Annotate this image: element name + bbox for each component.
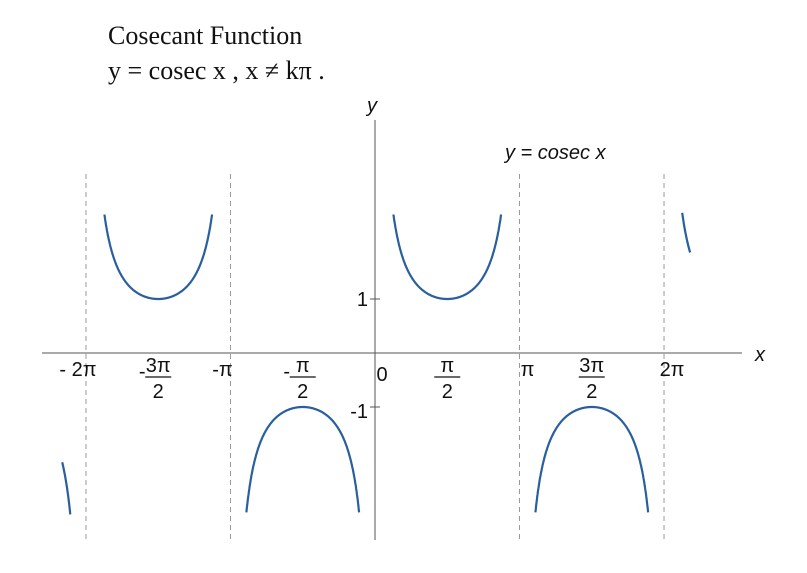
x-tick-numerator: π — [440, 355, 454, 377]
origin-label: 0 — [376, 364, 387, 386]
x-tick-numerator: π — [296, 355, 310, 377]
x-tick-denominator: 2 — [153, 381, 164, 403]
cosec-branch — [681, 212, 692, 254]
cosec-branch — [61, 461, 72, 515]
cosec-branch — [103, 214, 214, 301]
x-tick-label: π — [521, 359, 535, 381]
chart-subtitle: y = cosec x , x ≠ kπ . — [108, 56, 325, 85]
x-tick-minus: - — [139, 361, 146, 383]
x-tick-minus: - — [283, 361, 290, 383]
cosec-branch — [245, 405, 361, 513]
x-tick-label: 2π — [660, 359, 685, 381]
x-tick-denominator: 2 — [442, 381, 453, 403]
y-tick-label: -1 — [350, 401, 368, 423]
series-label: y = cosec x — [503, 142, 607, 164]
y-tick-label: 1 — [357, 289, 368, 311]
x-tick-denominator: 2 — [297, 381, 308, 403]
x-tick-denominator: 2 — [586, 381, 597, 403]
chart-title: Cosecant Function — [108, 21, 303, 50]
x-tick-numerator: 3π — [579, 355, 604, 377]
y-axis-label: y — [365, 95, 378, 117]
cosec-branch — [534, 405, 650, 513]
x-tick-numerator: 3π — [146, 355, 171, 377]
cosec-branch — [392, 214, 503, 301]
x-axis-label: x — [754, 344, 766, 366]
x-tick-label: -π — [212, 359, 232, 381]
x-tick-label: - 2π — [59, 359, 96, 381]
